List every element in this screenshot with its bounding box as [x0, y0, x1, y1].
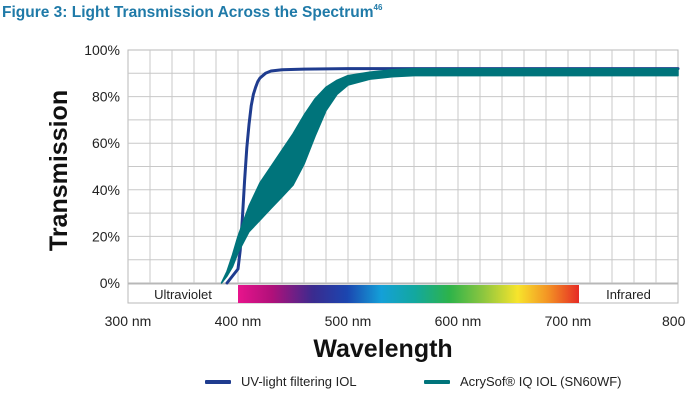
y-axis-title: Transmission: [45, 90, 73, 251]
figure-title-ref: 46: [373, 3, 383, 12]
series-band-acrysof: [220, 67, 679, 284]
x-tick-label: 700 nm: [545, 313, 592, 329]
x-axis-title: Wavelength: [313, 335, 452, 363]
x-tick-label: 300 nm: [105, 313, 152, 329]
legend-label-uv-filtering: UV-light filtering IOL: [241, 374, 357, 389]
x-tick-label: 500 nm: [325, 313, 372, 329]
visible-spectrum-band: [238, 285, 579, 303]
y-tick-label: 80%: [92, 89, 120, 105]
series-line-uv-filtering: [225, 67, 680, 285]
y-tick-label: 60%: [92, 135, 120, 151]
legend-swatch-acrysof: [424, 379, 450, 384]
infrared-label: Infrared: [606, 287, 651, 302]
x-tick-label: 400 nm: [215, 313, 262, 329]
figure-title: Figure 3: Light Transmission Across the …: [2, 3, 383, 22]
legend-item-uv-filtering: UV-light filtering IOL: [205, 374, 357, 389]
legend-item-acrysof: AcrySof® IQ IOL (SN60WF): [424, 374, 622, 389]
ultraviolet-label: Ultraviolet: [154, 287, 212, 302]
y-tick-label: 100%: [84, 42, 120, 58]
legend-label-acrysof: AcrySof® IQ IOL (SN60WF): [460, 374, 622, 389]
y-tick-label: 0%: [100, 275, 120, 291]
legend-swatch-uv-filtering: [205, 379, 231, 384]
y-tick-label: 20%: [92, 228, 120, 244]
x-tick-label: 600 nm: [435, 313, 482, 329]
x-tick-label: 800 n: [662, 313, 690, 329]
y-tick-label: 40%: [92, 182, 120, 198]
figure-title-text: Figure 3: Light Transmission Across the …: [2, 4, 374, 21]
